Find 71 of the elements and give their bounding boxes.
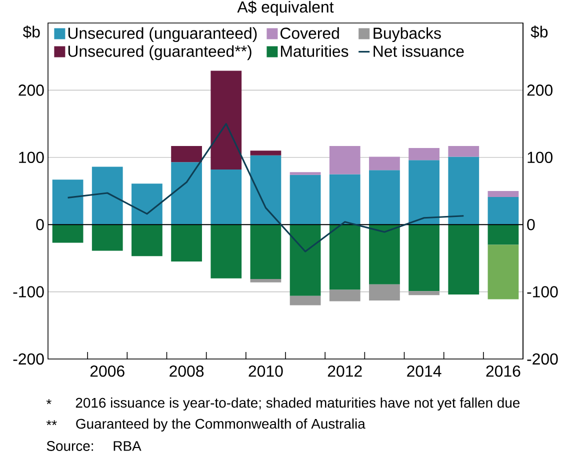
bar [448,146,480,157]
y2-tick-label: 0 [527,218,535,230]
bar [290,172,321,175]
bar [329,224,360,290]
chart-title: A$ equivalent [237,0,334,16]
bar [408,160,440,225]
legend-label: Unsecured (unguaranteed) [68,27,257,42]
bar [290,224,321,296]
bar [329,146,360,174]
y2-tick-label: -100 [527,286,558,298]
bar [210,169,242,225]
y-axis-title: $b [22,26,40,38]
bar [250,155,282,225]
bar [488,191,519,198]
bar [488,224,519,245]
y-tick-label: 200 [18,84,44,96]
bar [132,224,162,256]
y2-axis-title: $b [530,26,548,38]
bar [171,146,202,162]
bar [488,244,519,300]
bar [171,162,202,225]
y2-tick-label: 100 [528,152,552,164]
text: 2016 issuance is year-to-date; shaded maturities have not yet fallen due [76,397,520,410]
y-tick-label: 0 [36,218,44,230]
bar [448,224,480,294]
text: Guaranteed by the Commonwealth of Australia [76,418,366,432]
bar [408,148,440,160]
bar [250,150,282,156]
bar [408,224,440,292]
source-note: Source: [46,441,93,451]
bar [369,284,400,301]
x-tick-label: 2016 [486,366,520,377]
bar [290,174,321,225]
y2-tick-label: 200 [527,84,552,96]
bar [369,224,400,284]
bar [250,279,282,282]
bar [448,156,480,225]
bar [171,224,202,262]
x-tick-label: 2012 [328,366,362,377]
y2-tick-label: -200 [527,353,558,365]
bar [329,174,360,225]
x-tick-label: 2006 [90,366,124,377]
text: RBA [114,441,142,451]
legend-label: Unsecured (guaranteed**) [68,45,252,60]
text: ** [46,420,57,426]
bar [250,224,282,280]
bar [290,296,321,306]
legend-label: Buybacks [374,27,441,42]
legend-label: Net issuance [374,45,464,57]
legend-label: Covered [280,27,339,39]
bar [210,224,242,278]
bar [52,224,84,243]
text: * [46,399,52,404]
y-tick-label: -200 [13,353,44,365]
x-tick-label: 2014 [407,366,442,377]
bar [369,170,400,225]
bar [488,197,519,225]
y-tick-label: 100 [19,152,44,164]
bar [92,224,123,251]
y-tick-label: -100 [13,286,44,298]
bar [369,156,400,170]
line-series [66,122,464,252]
legend-label: Maturities [281,45,348,57]
bar [132,184,162,225]
bar [329,290,360,302]
bar [408,291,440,296]
bar [92,166,123,225]
x-tick-label: 2008 [170,366,204,377]
x-tick-label: 2010 [248,366,283,377]
bar [210,70,242,170]
bar [52,180,84,225]
